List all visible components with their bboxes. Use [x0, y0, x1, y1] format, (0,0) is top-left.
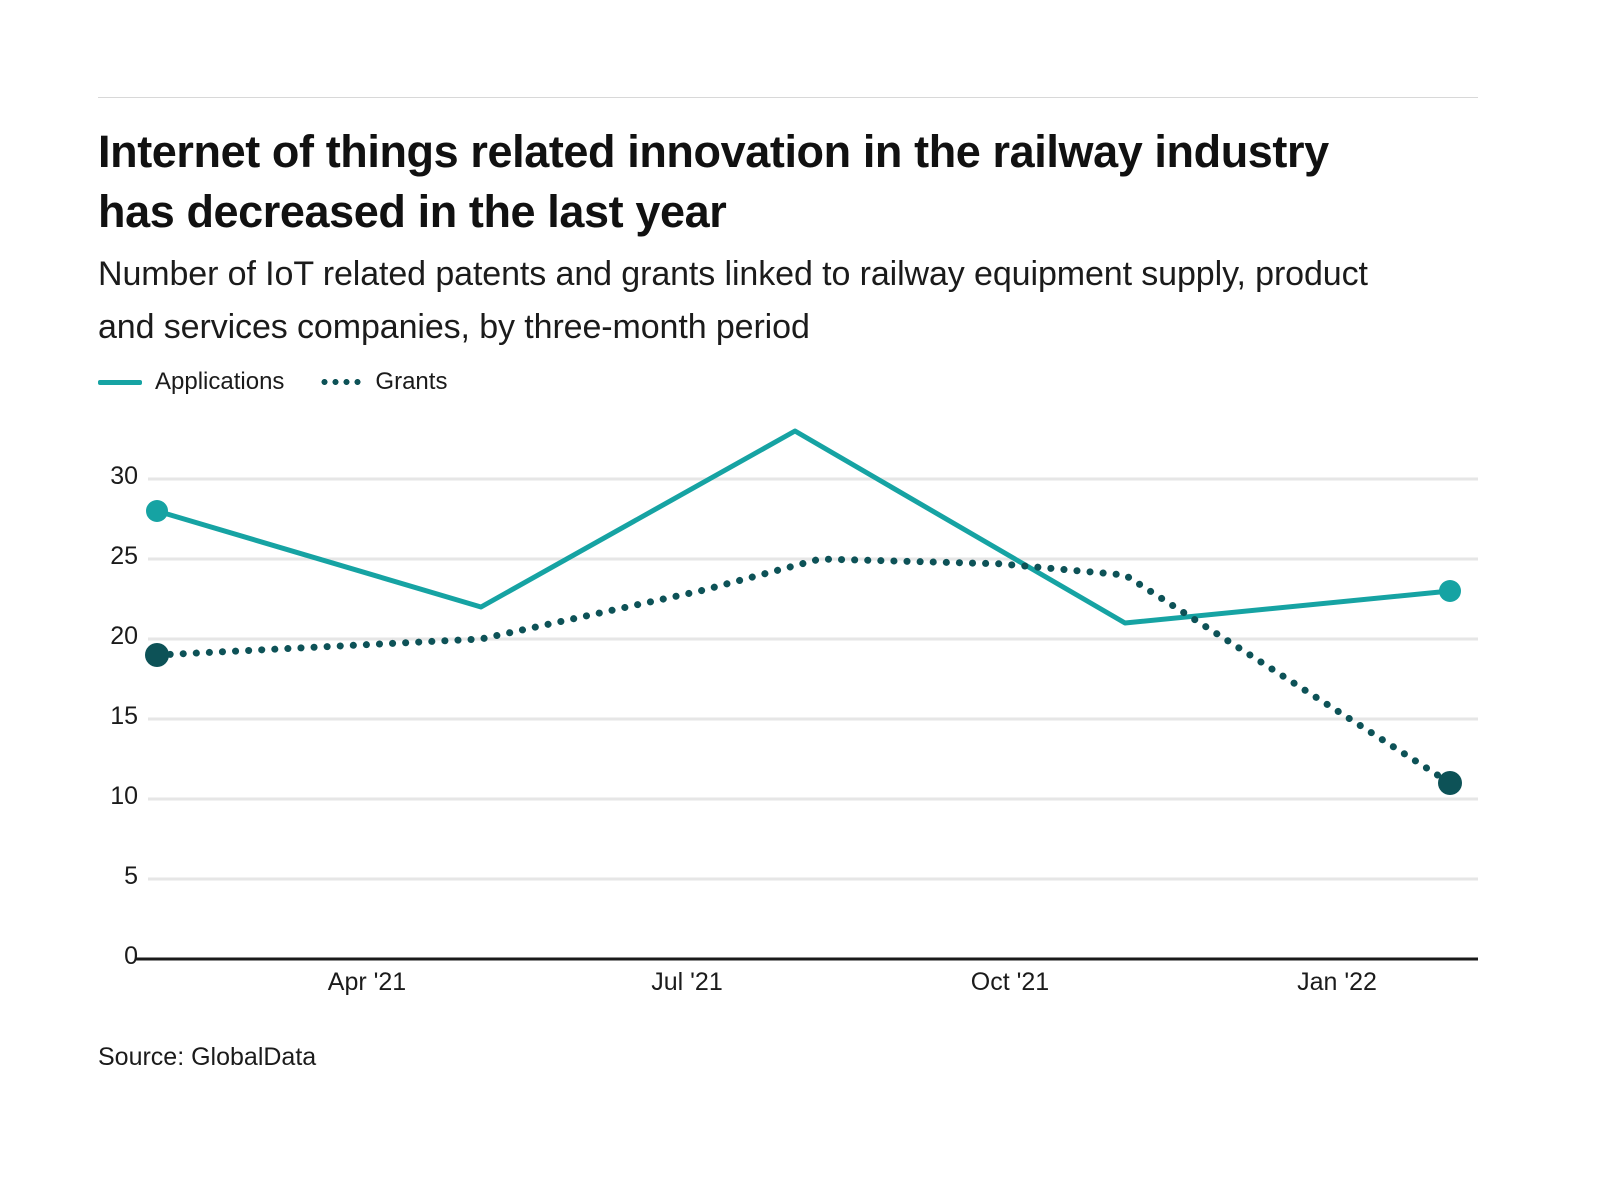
x-axis-tick-label: Oct '21 [970, 968, 1050, 996]
y-axis-tick-label: 30 [110, 462, 138, 490]
legend-item-applications[interactable]: Applications [98, 368, 284, 396]
data-point-marker [145, 643, 169, 667]
x-axis-tick-label: Jul '21 [651, 968, 723, 996]
legend-label-grants: Grants [375, 368, 448, 395]
x-axis-tick-label: Jan '22 [1297, 968, 1377, 996]
source-caption: Source: GlobalData [98, 1043, 317, 1071]
top-divider [98, 97, 1478, 98]
legend-label-applications: Applications [155, 368, 285, 395]
page-title: Internet of things related innovation in… [98, 126, 1329, 237]
data-point-marker [1439, 580, 1461, 602]
legend-item-grants[interactable]: Grants [318, 368, 447, 396]
data-point-marker [1438, 771, 1462, 795]
series-applications [146, 428, 1461, 626]
y-axis-tick-label: 5 [124, 862, 138, 890]
y-axis-tick-label: 0 [124, 942, 138, 970]
chart-legend: Applications Grants [98, 368, 447, 396]
y-axis-tick-label: 15 [110, 702, 138, 730]
y-axis-tick-label: 10 [110, 782, 138, 810]
y-axis-tick-label: 25 [110, 542, 138, 570]
y-axis-tick-label: 20 [110, 622, 138, 650]
data-point-marker [146, 500, 168, 522]
page-subtitle: Number of IoT related patents and grants… [98, 255, 1368, 346]
dotted-line-swatch-icon [318, 379, 363, 385]
series-grants [145, 555, 1462, 795]
solid-line-swatch-icon [98, 379, 142, 385]
gridlines [148, 477, 1478, 881]
x-axis-tick-label: Apr '21 [327, 968, 407, 996]
